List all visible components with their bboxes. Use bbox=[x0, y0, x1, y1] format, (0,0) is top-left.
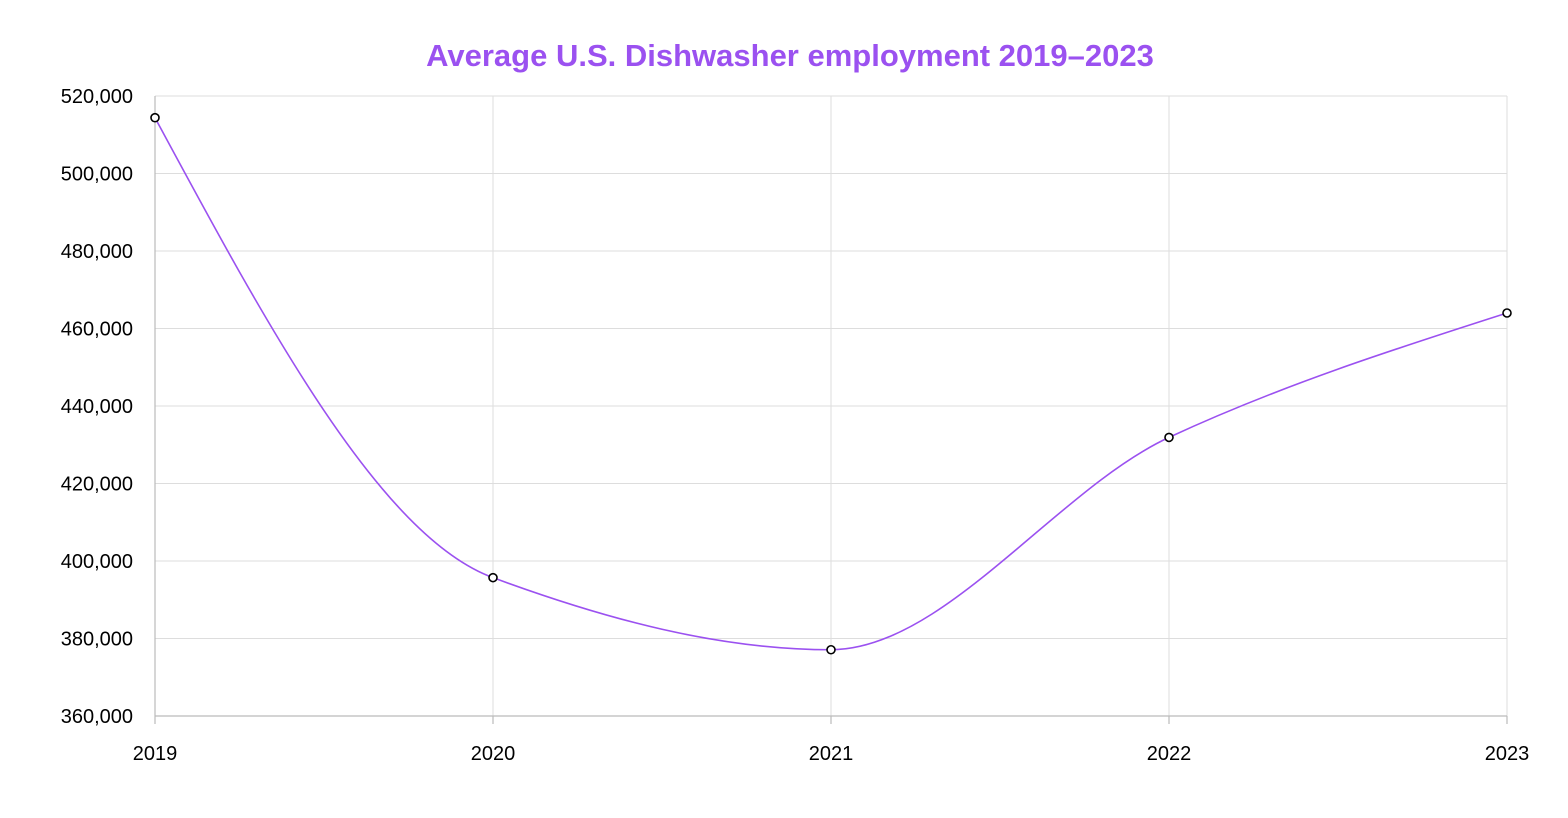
data-point[interactable] bbox=[150, 112, 160, 123]
chart-title: Average U.S. Dishwasher employment 2019–… bbox=[426, 38, 1154, 73]
data-point[interactable] bbox=[1164, 432, 1174, 443]
series bbox=[154, 117, 1508, 651]
data-points bbox=[150, 112, 1512, 655]
y-tick-label: 520,000 bbox=[61, 86, 133, 108]
x-tick-label: 2022 bbox=[1147, 743, 1192, 765]
y-tick-label: 500,000 bbox=[61, 164, 133, 186]
x-tick-label: 2021 bbox=[809, 743, 854, 765]
y-tick-label: 460,000 bbox=[61, 319, 133, 341]
y-tick-label: 420,000 bbox=[61, 474, 133, 496]
y-tick-label: 440,000 bbox=[61, 396, 133, 418]
x-tick-label: 2020 bbox=[471, 743, 516, 765]
data-point[interactable] bbox=[488, 572, 498, 583]
y-tick-label: 360,000 bbox=[61, 706, 133, 728]
grid bbox=[155, 95, 1508, 716]
x-tick-label: 2023 bbox=[1485, 743, 1530, 765]
data-point[interactable] bbox=[826, 644, 836, 655]
x-axis-tick-labels: 2019 2020 2021 2022 2023 bbox=[133, 743, 1530, 765]
y-tick-label: 400,000 bbox=[61, 551, 133, 573]
axes bbox=[154, 96, 1508, 724]
x-tick-label: 2019 bbox=[133, 743, 178, 765]
y-tick-label: 380,000 bbox=[61, 629, 133, 651]
y-tick-label: 480,000 bbox=[61, 241, 133, 263]
data-point[interactable] bbox=[1502, 308, 1512, 318]
y-axis-tick-labels: 360,000 380,000 400,000 420,000 440,000 460,0… bbox=[61, 86, 133, 728]
series-line bbox=[154, 117, 1508, 651]
